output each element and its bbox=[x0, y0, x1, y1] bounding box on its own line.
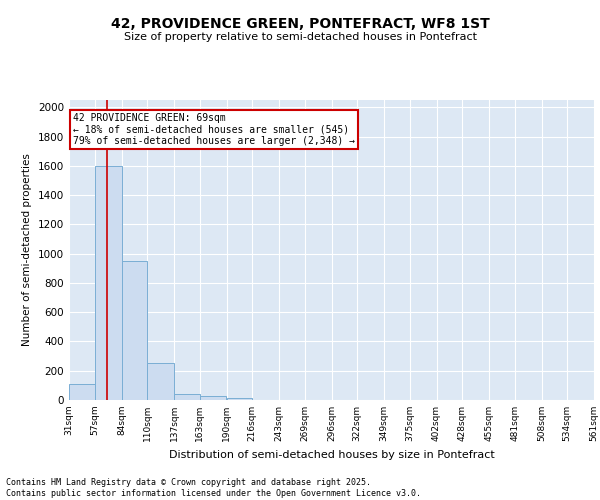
Bar bbox=[69, 384, 95, 400]
Bar bbox=[174, 394, 200, 400]
Bar bbox=[227, 398, 252, 400]
Text: 42, PROVIDENCE GREEN, PONTEFRACT, WF8 1ST: 42, PROVIDENCE GREEN, PONTEFRACT, WF8 1S… bbox=[110, 18, 490, 32]
Text: 42 PROVIDENCE GREEN: 69sqm
← 18% of semi-detached houses are smaller (545)
79% o: 42 PROVIDENCE GREEN: 69sqm ← 18% of semi… bbox=[73, 113, 355, 146]
Text: Contains HM Land Registry data © Crown copyright and database right 2025.
Contai: Contains HM Land Registry data © Crown c… bbox=[6, 478, 421, 498]
Y-axis label: Number of semi-detached properties: Number of semi-detached properties bbox=[22, 154, 32, 346]
Bar bbox=[147, 362, 174, 400]
X-axis label: Distribution of semi-detached houses by size in Pontefract: Distribution of semi-detached houses by … bbox=[169, 450, 494, 460]
Bar bbox=[121, 261, 147, 400]
Bar bbox=[95, 166, 121, 400]
Bar bbox=[200, 396, 227, 400]
Text: Size of property relative to semi-detached houses in Pontefract: Size of property relative to semi-detach… bbox=[124, 32, 476, 42]
